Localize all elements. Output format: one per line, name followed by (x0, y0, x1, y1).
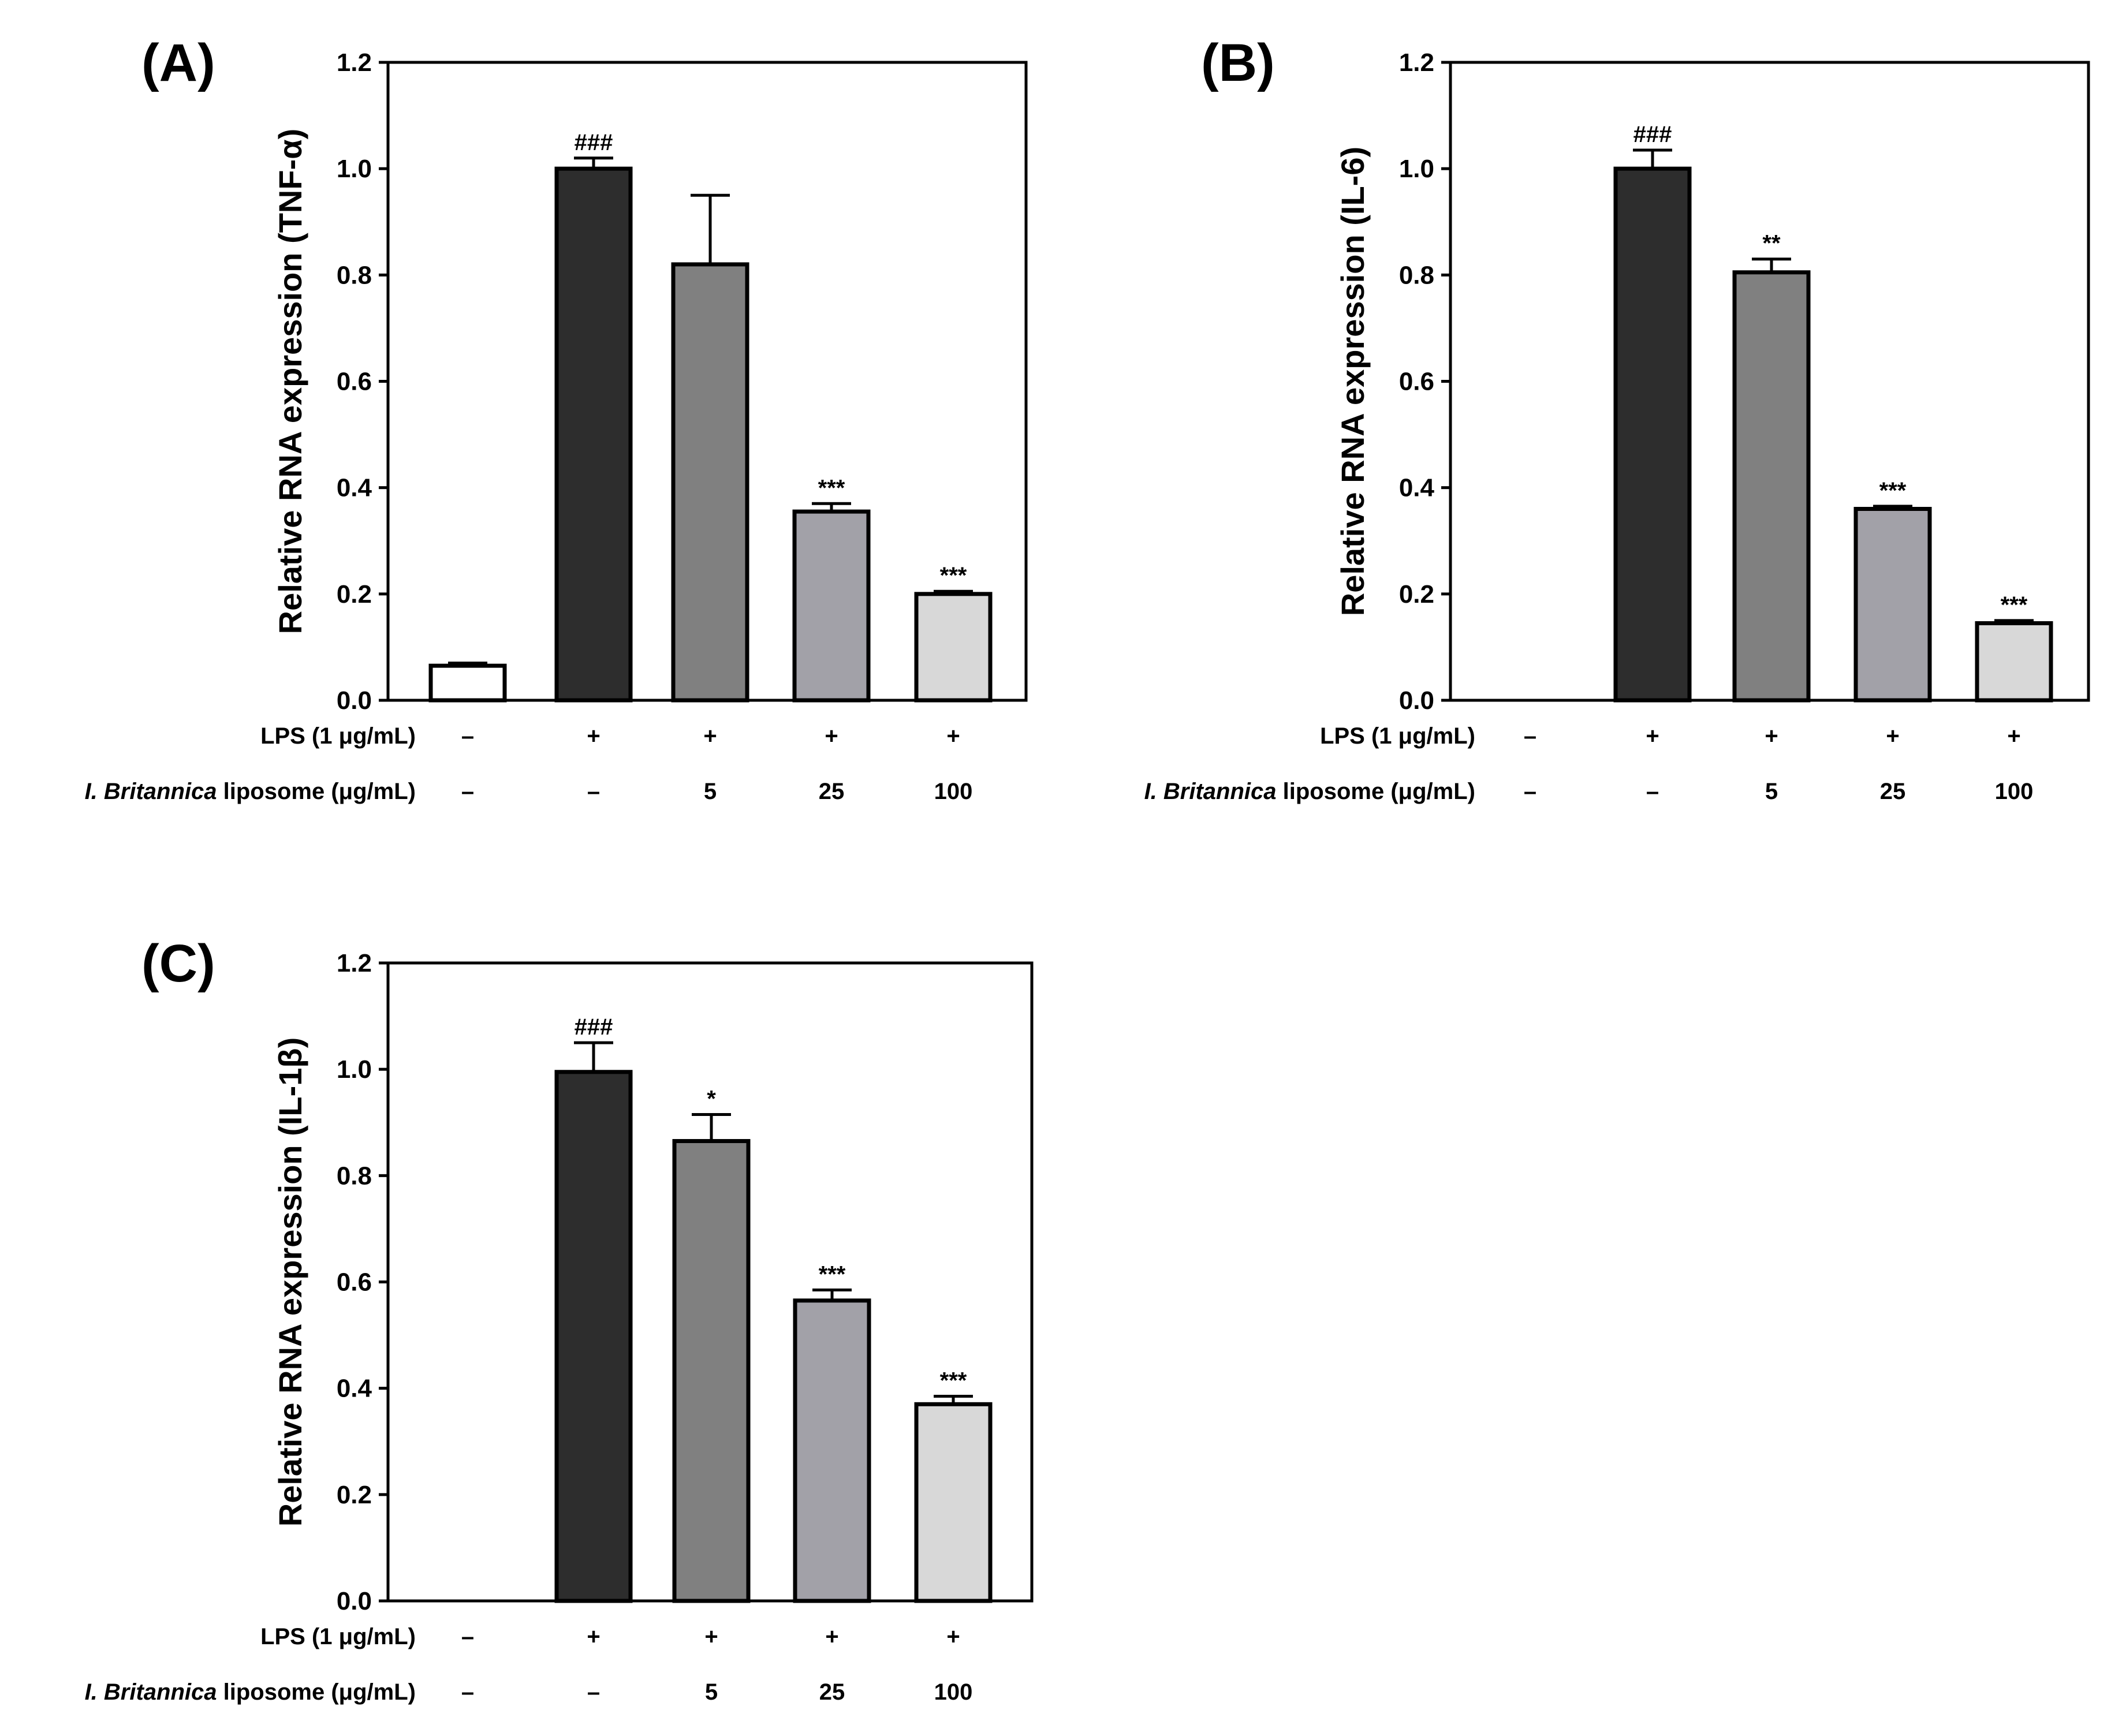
y-axis-label: Relative RNA expression (IL-1β) (272, 1037, 308, 1526)
significance-mark: *** (1879, 478, 1907, 503)
row-label-text: liposome (μg/mL) (217, 1679, 416, 1705)
panel-3: (C) 0.0 0.2 0.4 0.6 0.8 1.0 1.2 Relative RNA exp… (85, 934, 1034, 1705)
significance-mark: ### (575, 130, 613, 155)
y-tick-label: 0.8 (1399, 261, 1434, 289)
lps-value: + (587, 1624, 600, 1649)
y-tick-label: 0.4 (1399, 474, 1435, 502)
liposome-row-label: I. Britannica liposome (μg/mL) (85, 1679, 416, 1705)
y-tick-label: 0.0 (337, 1587, 372, 1615)
bar (792, 509, 871, 703)
lps-value: + (946, 723, 960, 749)
liposome-value: – (1524, 779, 1536, 804)
y-tick-label: 1.0 (337, 1055, 372, 1084)
significance-mark: *** (2001, 592, 2028, 618)
liposome-value: 100 (1995, 779, 2034, 804)
liposome-value: 100 (934, 779, 973, 804)
panel-label: (C) (141, 934, 215, 993)
y-tick-label: 0.6 (337, 368, 372, 396)
y-tick-label: 1.0 (1399, 155, 1434, 183)
liposome-value: 5 (705, 1679, 718, 1705)
panel-label: (A) (141, 33, 215, 92)
liposome-row-label: I. Britannica liposome (μg/mL) (85, 779, 416, 804)
panel-1: (A) 0.0 0.2 0.4 0.6 0.8 1.0 1.2 Relative RNA exp… (85, 33, 1028, 804)
y-tick-label: 0.2 (337, 1481, 372, 1509)
species-name: I. Britannica (85, 1679, 217, 1705)
row-label-text: liposome (μg/mL) (217, 779, 416, 804)
y-axis-label: Relative RNA expression (TNF-α) (272, 129, 308, 634)
bar (428, 663, 507, 703)
bar (914, 1402, 993, 1603)
species-name: I. Britannica (1144, 779, 1277, 804)
liposome-value: – (587, 1679, 600, 1705)
liposome-value: – (461, 779, 474, 804)
panel-label: (B) (1201, 33, 1275, 92)
lps-value: + (825, 1624, 838, 1649)
lps-value: + (1886, 723, 1899, 749)
liposome-value: – (1646, 779, 1659, 804)
lps-value: + (704, 1624, 718, 1649)
y-tick-label: 1.0 (337, 155, 372, 183)
y-tick-label: 0.0 (337, 686, 372, 715)
significance-mark: * (707, 1086, 716, 1111)
bar (671, 262, 749, 703)
lps-row-label: LPS (1 μg/mL) (260, 1624, 416, 1649)
liposome-value: 25 (1880, 779, 1906, 804)
lps-value: – (461, 723, 474, 749)
lps-value: + (587, 723, 600, 749)
lps-value: – (1524, 723, 1536, 749)
liposome-value: 25 (819, 1679, 845, 1705)
significance-mark: ### (575, 1014, 613, 1040)
lps-value: + (1765, 723, 1778, 749)
lps-value: – (461, 1624, 474, 1649)
y-tick-label: 0.8 (337, 261, 372, 289)
significance-mark: *** (940, 1368, 967, 1393)
bar (793, 1298, 871, 1603)
significance-mark: *** (818, 475, 845, 501)
y-tick-label: 1.2 (1399, 48, 1434, 77)
y-tick-label: 0.2 (1399, 580, 1434, 608)
y-tick-label: 1.2 (337, 48, 372, 77)
lps-value: + (825, 723, 838, 749)
significance-mark: *** (940, 563, 967, 588)
y-tick-label: 0.4 (337, 474, 372, 502)
species-name: I. Britannica (85, 779, 217, 804)
lps-value: + (703, 723, 717, 749)
y-tick-label: 0.2 (337, 580, 372, 608)
y-tick-label: 0.0 (1399, 686, 1434, 715)
y-axis-label: Relative RNA expression (IL-6) (1334, 147, 1371, 616)
bar (672, 1138, 751, 1603)
bar (1853, 507, 1932, 703)
y-tick-label: 1.2 (337, 949, 372, 977)
lps-row-label: LPS (1 μg/mL) (260, 723, 416, 749)
liposome-value: – (461, 1679, 474, 1705)
bar (1613, 166, 1692, 703)
y-tick-label: 0.8 (337, 1162, 372, 1190)
lps-value: + (2007, 723, 2020, 749)
significance-mark: ** (1762, 231, 1781, 256)
y-tick-label: 0.6 (337, 1268, 372, 1297)
liposome-row-label: I. Britannica liposome (μg/mL) (1144, 779, 1475, 804)
liposome-value: 5 (1765, 779, 1778, 804)
significance-mark: *** (819, 1261, 846, 1287)
lps-value: + (1646, 723, 1659, 749)
liposome-value: 5 (704, 779, 717, 804)
row-label-text: liposome (μg/mL) (1277, 779, 1475, 804)
bar (554, 1070, 633, 1603)
lps-value: + (946, 1624, 960, 1649)
bar (1975, 621, 2053, 703)
liposome-value: 25 (819, 779, 845, 804)
y-tick-label: 0.6 (1399, 368, 1434, 396)
y-tick-label: 0.4 (337, 1375, 372, 1403)
bar (914, 592, 993, 703)
bar (554, 166, 633, 703)
lps-row-label: LPS (1 μg/mL) (1320, 723, 1475, 749)
panel-2: (B) 0.0 0.2 0.4 0.6 0.8 1.0 1.2 Relative RNA exp… (1144, 33, 2090, 804)
liposome-value: 100 (934, 1679, 973, 1705)
bar (1732, 270, 1811, 703)
significance-mark: ### (1633, 122, 1672, 147)
liposome-value: – (587, 779, 600, 804)
